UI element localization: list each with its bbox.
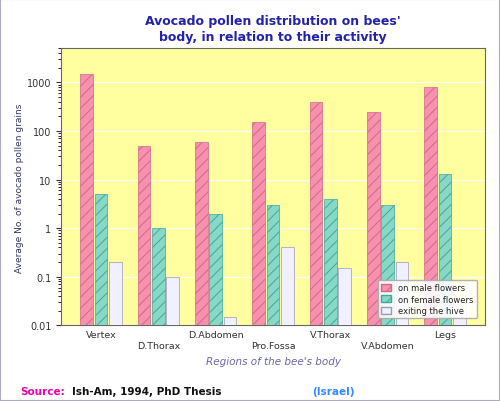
Text: Source:: Source: [20,386,65,396]
Bar [439,174,452,401]
Bar [281,248,293,401]
Text: (Israel): (Israel) [312,386,355,396]
Bar [266,205,280,401]
Bar [224,317,236,401]
Bar [210,214,222,401]
Bar [382,205,394,401]
Bar [338,269,351,401]
Bar [94,195,107,401]
Bar [80,75,93,401]
Title: Avocado pollen distribution on bees'
body, in relation to their activity: Avocado pollen distribution on bees' bod… [145,15,401,44]
Bar [424,88,437,401]
Bar [152,229,164,401]
Text: Ish-Am, 1994, PhD Thesis: Ish-Am, 1994, PhD Thesis [72,386,222,396]
X-axis label: Regions of the bee's body: Regions of the bee's body [206,356,340,366]
Bar [109,263,122,401]
Bar [252,123,265,401]
Bar [324,199,336,401]
Bar [396,263,408,401]
Bar [166,277,179,401]
Bar [138,146,150,401]
Bar [453,302,466,401]
Bar [195,142,207,401]
Bar [367,112,380,401]
Y-axis label: Average No. of avocado pollen grains: Average No. of avocado pollen grains [15,103,24,272]
Bar [310,102,322,401]
Legend: on male flowers, on female flowers, exiting the hive: on male flowers, on female flowers, exit… [378,280,476,319]
